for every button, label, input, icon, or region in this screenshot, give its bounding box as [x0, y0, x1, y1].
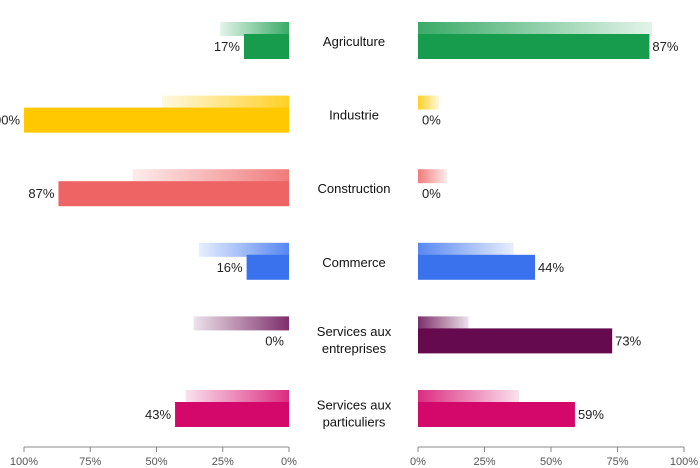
left-shadow-bar	[161, 95, 289, 110]
right-bar	[418, 402, 575, 427]
right-panel: 87% 0% 0% 44% 73% 59%	[418, 22, 679, 427]
left-value-label: 0%	[265, 333, 284, 348]
axis-tick-label: 75%	[79, 456, 101, 468]
left-value-label: 87%	[28, 186, 54, 201]
right-bar	[418, 328, 613, 354]
axis-tick-label: 25%	[473, 456, 495, 468]
right-x-axis: 0% 25% 50% 75% 100%	[410, 446, 698, 468]
axis-tick-label: 100%	[10, 456, 38, 468]
left-x-axis: 100% 75% 50% 25% 0%	[10, 446, 297, 468]
axis-tick-label: 50%	[540, 456, 562, 468]
right-value-label: 44%	[538, 260, 564, 275]
right-shadow-bar	[418, 390, 520, 404]
category-label: Services aux entreprises	[317, 324, 392, 356]
left-value-label: 17%	[214, 39, 240, 54]
right-value-label: 0%	[422, 113, 441, 128]
right-bar	[418, 254, 536, 280]
axis-tick-label: 75%	[606, 456, 628, 468]
left-shadow-bar	[193, 316, 289, 331]
left-bar	[58, 181, 290, 207]
category-label: Construction	[318, 181, 391, 196]
left-shadow-bar	[220, 22, 289, 36]
right-shadow-bar	[418, 22, 653, 36]
left-value-label: 43%	[145, 407, 171, 422]
left-bar	[24, 107, 289, 133]
right-value-label: 59%	[578, 407, 604, 422]
right-value-label: 87%	[652, 39, 678, 54]
left-panel: 17% 100% 87% 16% 0% 43%	[0, 22, 290, 427]
category-labels: Agriculture Industrie Construction Commerce…	[317, 34, 392, 430]
axis-tick-label: 0%	[410, 456, 426, 468]
right-shadow-bar	[418, 316, 469, 331]
category-label: Commerce	[322, 255, 386, 270]
right-bar	[418, 34, 650, 59]
right-value-label: 73%	[615, 333, 641, 348]
axis-tick-label: 50%	[145, 456, 167, 468]
right-value-label: 0%	[422, 186, 441, 201]
right-shadow-bar	[418, 242, 514, 257]
category-label: Agriculture	[323, 34, 385, 49]
right-shadow-bar	[418, 95, 440, 110]
left-value-label: 16%	[217, 260, 243, 275]
left-value-label: 100%	[0, 113, 20, 128]
left-bar	[175, 402, 289, 427]
axis-tick-label: 100%	[670, 456, 698, 468]
left-shadow-bar	[132, 169, 289, 184]
right-shadow-bar	[418, 169, 448, 184]
axis-tick-label: 0%	[281, 456, 297, 468]
left-shadow-bar	[185, 390, 289, 404]
left-shadow-bar	[198, 242, 289, 257]
left-bar	[246, 254, 289, 280]
axis-tick-label: 25%	[212, 456, 234, 468]
left-bar	[243, 34, 289, 59]
category-label: Industrie	[329, 108, 379, 123]
category-label: Services aux particuliers	[317, 398, 392, 430]
